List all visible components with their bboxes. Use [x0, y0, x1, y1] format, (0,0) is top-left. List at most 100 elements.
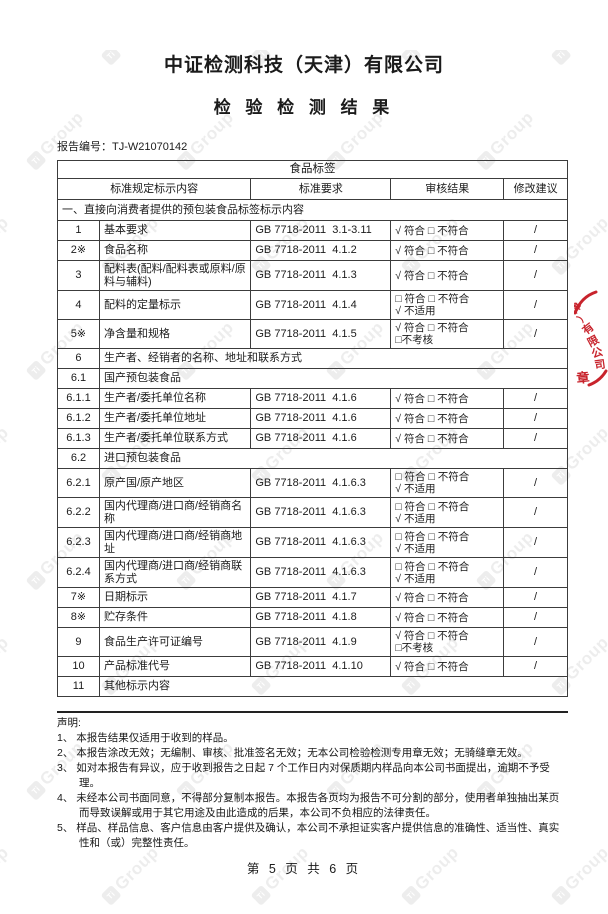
item-cell: 生产者/委托单位地址 — [98, 408, 252, 429]
item-cell: 国内代理商/进口商/经销商名称 — [98, 497, 252, 528]
advice-cell: / — [503, 388, 568, 409]
group-label-cell: 国产预包装食品 — [98, 368, 569, 389]
result-cell: √ 符合 □ 不符合 — [390, 240, 505, 261]
advice-cell: / — [503, 319, 568, 349]
table-row: 6.2 进口预包装食品 — [57, 448, 569, 469]
row-number-cell: 6.1 — [57, 368, 100, 389]
table-row: 6.1.2 生产者/委托单位地址 GB 7718-2011 4.1.6 √ 符合 □ … — [57, 408, 568, 429]
result-option-line: √ 不适用 — [395, 483, 436, 495]
group-label-cell: 生产者、经销者的名称、地址和联系方式 — [98, 348, 569, 369]
advice-cell: / — [503, 656, 568, 677]
result-option-line: √ 符合 □ 不符合 — [395, 660, 469, 673]
advice-cell: / — [503, 557, 568, 588]
result-cell: √ 符合 □ 不符合 — [390, 656, 505, 677]
result-option-line: √ 符合 □ 不符合 — [395, 269, 469, 282]
standard-cell: GB 7718-2011 4.1.4 — [250, 290, 392, 320]
result-option-line: √ 符合 □ 不符合 — [395, 322, 469, 334]
table-row: 6 生产者、经销者的名称、地址和联系方式 — [57, 348, 569, 369]
row-number-cell: 6.2.2 — [57, 497, 100, 528]
watermark-logo-icon: Ti — [400, 884, 422, 906]
table-row: 3 配料表(配料/配料表或原料/原料与辅料) GB 7718-2011 4.1.3 √… — [57, 260, 568, 291]
row-number-cell: 2※ — [57, 240, 100, 261]
declaration-title: 声明: — [57, 717, 81, 729]
standard-cell: GB 7718-2011 4.1.6.3 — [250, 527, 392, 558]
watermark-logo-icon: Ti — [550, 884, 572, 906]
standard-cell: GB 7718-2011 3.1-3.11 — [250, 220, 392, 241]
declaration-item: 4、 未经本公司书面同意，不得部分复制本报告。本报告各页均为报告不可分割的部分，… — [57, 792, 560, 819]
header-cell-item: 标准规定标示内容 — [56, 178, 252, 200]
page-number: 第 5 页 共 6 页 — [246, 862, 362, 876]
table-row: 6.1.1 生产者/委托单位名称 GB 7718-2011 4.1.6 √ 符合 □ … — [57, 388, 568, 409]
standard-cell: GB 7718-2011 4.1.9 — [250, 627, 392, 657]
result-cell: √ 符合 □ 不符合 — [390, 260, 505, 291]
table-row: 6.2.1 原产国/原产地区 GB 7718-2011 4.1.6.3 □ 符合 □ … — [57, 468, 568, 498]
table-title: 食品标签 — [57, 160, 568, 179]
advice-cell: / — [503, 408, 568, 429]
advice-cell: / — [503, 290, 568, 320]
table-row: 10 产品标准代号 GB 7718-2011 4.1.10 √ 符合 □ 不符合 / — [57, 656, 568, 677]
result-option-line: √ 符合 □ 不符合 — [395, 244, 469, 257]
result-option-line: √ 不适用 — [395, 305, 436, 317]
item-cell: 食品名称 — [98, 240, 252, 261]
advice-cell: / — [503, 627, 568, 657]
header-cell-result: 审核结果 — [390, 178, 505, 200]
report-number-value: TJ-W21070142 — [112, 141, 188, 153]
result-cell: □ 符合 □ 不符合 √ 不适用 — [390, 468, 505, 498]
header-cell-standard: 标准要求 — [250, 178, 392, 200]
table-row: 9 食品生产许可证编号 GB 7718-2011 4.1.9 √ 符合 □ 不符合 □不… — [57, 627, 568, 657]
standard-cell: GB 7718-2011 4.1.6.3 — [250, 557, 392, 588]
result-option-line: □不考核 — [395, 334, 434, 346]
item-cell: 净含量和规格 — [98, 319, 252, 349]
declaration-block: 声明: 1、 本报告结果仅适用于收到的样品。 2、 本报告涂改无效；无编制、审核、… — [57, 711, 568, 851]
declaration-item: 5、 样品、样品信息、客户信息由客户提供及确认，本公司不承担证实客户提供信息的准… — [57, 822, 560, 849]
result-option-line: √ 符合 □ 不符合 — [395, 432, 469, 445]
table-title-row: 食品标签 — [57, 160, 568, 179]
standard-cell: GB 7718-2011 4.1.6 — [250, 388, 392, 409]
table-row: 6.1.3 生产者/委托单位联系方式 GB 7718-2011 4.1.6 √ 符合 … — [57, 428, 568, 449]
group-label-cell: 其他标示内容 — [98, 676, 569, 697]
declaration-item: 2、 本报告涂改无效；无编制、审核、批准签名无效；无本公司检验检测专用章无效；无… — [57, 747, 528, 759]
table-row: 6.2.4 国内代理商/进口商/经销商联系方式 GB 7718-2011 4.1.6… — [57, 557, 568, 588]
item-cell: 产品标准代号 — [98, 656, 252, 677]
result-option-line: √ 不适用 — [395, 542, 436, 555]
company-name: 中证检测科技（天津）有限公司 — [163, 55, 444, 76]
table-row: 5※ 净含量和规格 GB 7718-2011 4.1.5 √ 符合 □ 不符合 □不考核… — [57, 319, 568, 349]
watermark-logo-icon: Ti — [100, 884, 122, 906]
result-option-line: √ 符合 □ 不符合 — [395, 412, 469, 425]
item-cell: 日期标示 — [98, 587, 252, 608]
table-row: 一、直接向消费者提供的预包装食品标签标示内容 — [57, 199, 568, 221]
result-option-line: □ 符合 □ 不符合 — [395, 530, 470, 543]
table-row: 1 基本要求 GB 7718-2011 3.1-3.11 √ 符合 □ 不符合 / — [57, 220, 568, 241]
result-option-line: √ 符合 □ 不符合 — [395, 611, 469, 624]
item-cell: 生产者/委托单位名称 — [98, 388, 252, 409]
result-option-line: √ 不适用 — [395, 512, 436, 525]
result-option-line: □ 符合 □ 不符合 — [395, 293, 470, 305]
declaration-item: 1、 本报告结果仅适用于收到的样品。 — [57, 732, 234, 744]
result-cell: □ 符合 □ 不符合 √ 不适用 — [390, 290, 505, 320]
standard-cell: GB 7718-2011 4.1.6 — [250, 428, 392, 449]
row-number-cell: 6.2 — [57, 448, 100, 469]
standard-cell: GB 7718-2011 4.1.6.3 — [250, 497, 392, 528]
standard-cell: GB 7718-2011 4.1.3 — [250, 260, 392, 291]
table-row: 11 其他标示内容 — [57, 676, 569, 697]
advice-cell: / — [503, 260, 568, 291]
row-number-cell: 6.2.4 — [57, 557, 100, 588]
standard-cell: GB 7718-2011 4.1.5 — [250, 319, 392, 349]
row-number-cell: 6.1.3 — [57, 428, 100, 449]
result-cell: √ 符合 □ 不符合 □不考核 — [390, 627, 505, 657]
declaration-item: 3、 如对本报告有异议，应于收到报告之日起 7 个工作日内对保质期内样品向本公司… — [57, 762, 550, 789]
result-cell: √ 符合 □ 不符合 — [390, 408, 505, 429]
row-number-cell: 6.2.3 — [57, 527, 100, 558]
table-row: 7※ 日期标示 GB 7718-2011 4.1.7 √ 符合 □ 不符合 / — [57, 587, 568, 608]
table-header-row: 标准规定标示内容 标准要求 审核结果 修改建议 — [56, 178, 568, 200]
item-cell: 配料的定量标示 — [98, 290, 252, 320]
result-cell: √ 符合 □ 不符合 □不考核 — [390, 319, 505, 349]
result-option-line: □ 符合 □ 不符合 — [395, 471, 470, 483]
header-cell-advice: 修改建议 — [503, 178, 568, 200]
result-option-line: √ 符合 □ 不符合 — [395, 630, 469, 642]
result-option-line: √ 符合 □ 不符合 — [395, 591, 469, 604]
row-number-cell: 1 — [57, 220, 100, 241]
section-title-cell: 一、直接向消费者提供的预包装食品标签标示内容 — [57, 199, 568, 221]
row-number-cell: 3 — [57, 260, 100, 291]
row-number-cell: 7※ — [57, 587, 100, 608]
